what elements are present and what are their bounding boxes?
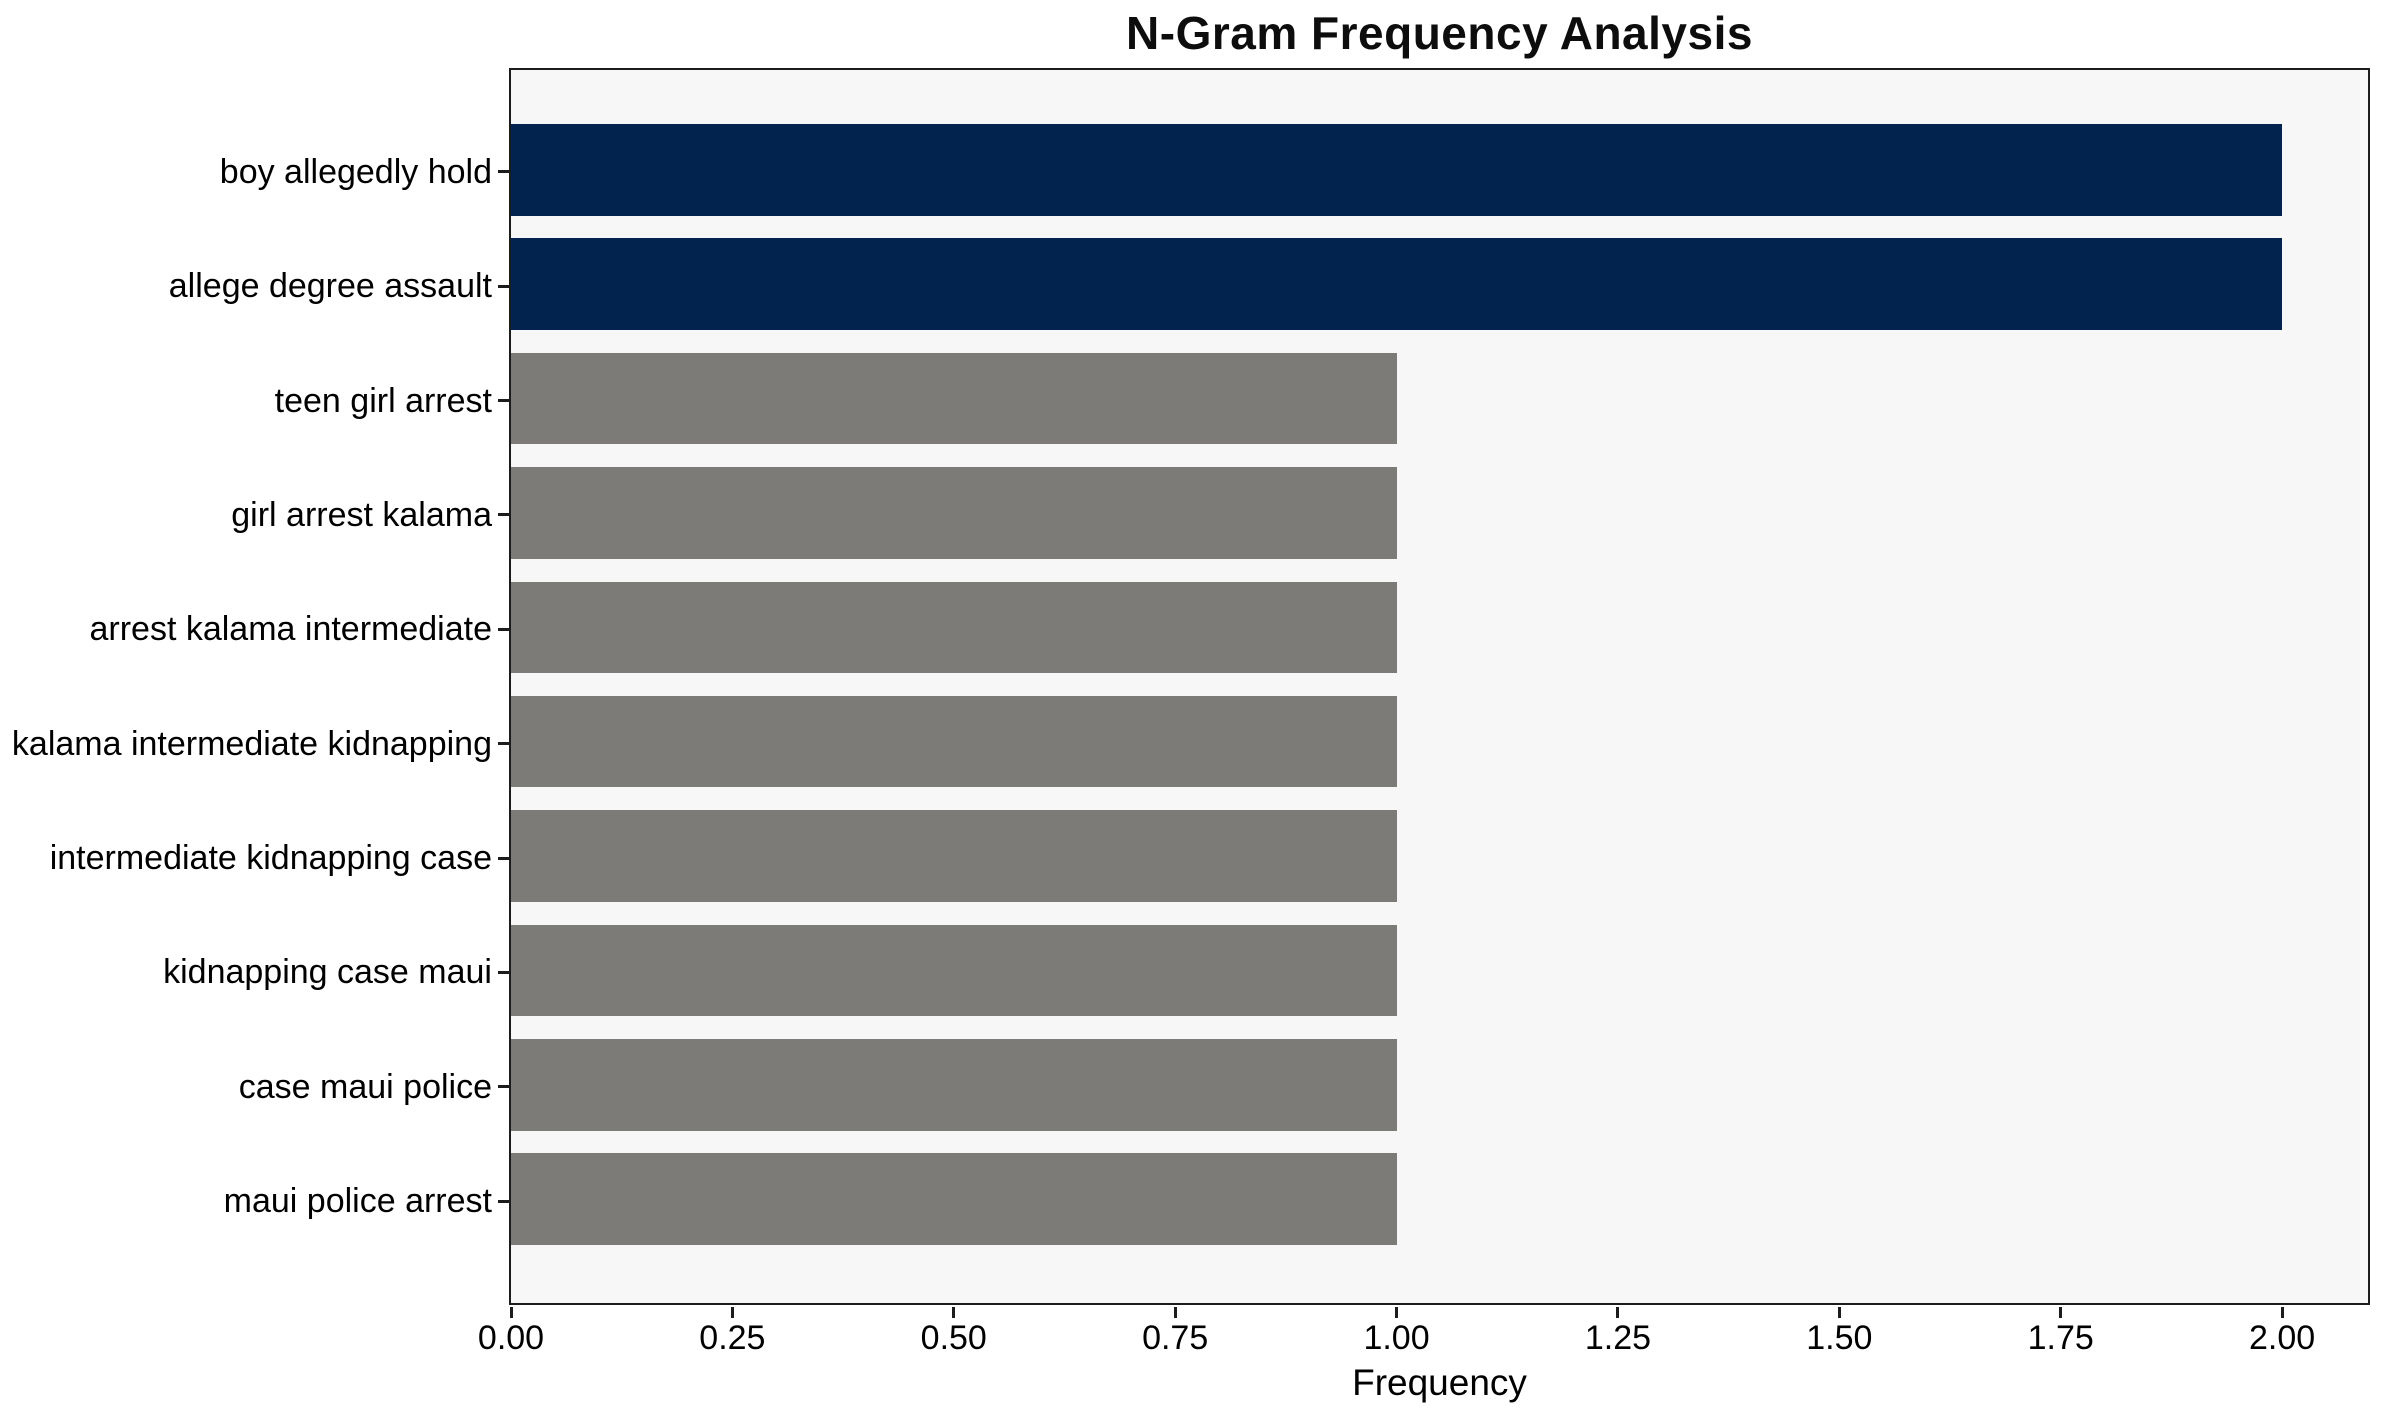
y-tick-mark — [498, 970, 509, 974]
y-axis-label: girl arrest kalama — [231, 495, 492, 534]
y-axis-label: teen girl arrest — [274, 381, 492, 420]
bar — [511, 1039, 1397, 1131]
x-tick-mark — [1395, 1307, 1399, 1318]
y-tick-mark — [498, 513, 509, 517]
y-tick-mark — [498, 742, 509, 746]
x-tick-mark — [952, 1307, 956, 1318]
x-tick-label: 1.75 — [2027, 1319, 2094, 1357]
bar — [511, 467, 1397, 559]
bar — [511, 1153, 1397, 1245]
y-tick-mark — [498, 170, 509, 174]
y-axis-label: intermediate kidnapping case — [49, 839, 492, 878]
x-axis-title: Frequency — [1352, 1362, 1527, 1403]
y-tick-mark — [498, 284, 509, 288]
bar — [511, 695, 1397, 788]
bar — [511, 352, 1397, 445]
plot-area — [509, 68, 2370, 1305]
bar — [511, 581, 1397, 674]
x-tick-mark — [1837, 1307, 1841, 1318]
y-tick-mark — [498, 1085, 509, 1089]
y-tick-mark — [498, 627, 509, 631]
x-tick-mark — [1616, 1307, 1620, 1318]
y-tick-mark — [498, 856, 509, 860]
y-axis-label: case maui police — [238, 1067, 492, 1106]
chart-title: N-Gram Frequency Analysis — [1126, 7, 1753, 59]
y-axis-label: maui police arrest — [223, 1182, 492, 1221]
x-tick-mark — [509, 1307, 513, 1318]
bar — [511, 238, 2283, 330]
x-tick-label: 0.50 — [920, 1319, 987, 1357]
x-tick-label: 2.00 — [2249, 1319, 2316, 1357]
x-tick-label: 1.00 — [1363, 1319, 1430, 1357]
y-axis-label: kidnapping case maui — [163, 953, 492, 992]
x-tick-label: 0.25 — [699, 1319, 766, 1357]
x-tick-mark — [2059, 1307, 2063, 1318]
y-axis-label: allege degree assault — [168, 267, 492, 306]
y-axis-label: arrest kalama intermediate — [89, 610, 492, 649]
bar — [511, 124, 2283, 216]
x-tick-label: 0.00 — [477, 1319, 545, 1357]
x-tick-mark — [730, 1307, 734, 1318]
x-tick-label: 1.25 — [1584, 1319, 1652, 1357]
y-tick-mark — [498, 1199, 509, 1203]
y-axis-label: kalama intermediate kidnapping — [11, 724, 492, 763]
x-tick-mark — [2280, 1307, 2284, 1318]
x-tick-label: 1.50 — [1806, 1319, 1873, 1357]
x-tick-mark — [1173, 1307, 1177, 1318]
x-tick-label: 0.75 — [1142, 1319, 1209, 1357]
bar — [511, 810, 1397, 902]
y-axis-label: boy allegedly hold — [219, 152, 492, 191]
y-tick-mark — [498, 399, 509, 403]
bar — [511, 924, 1397, 1017]
